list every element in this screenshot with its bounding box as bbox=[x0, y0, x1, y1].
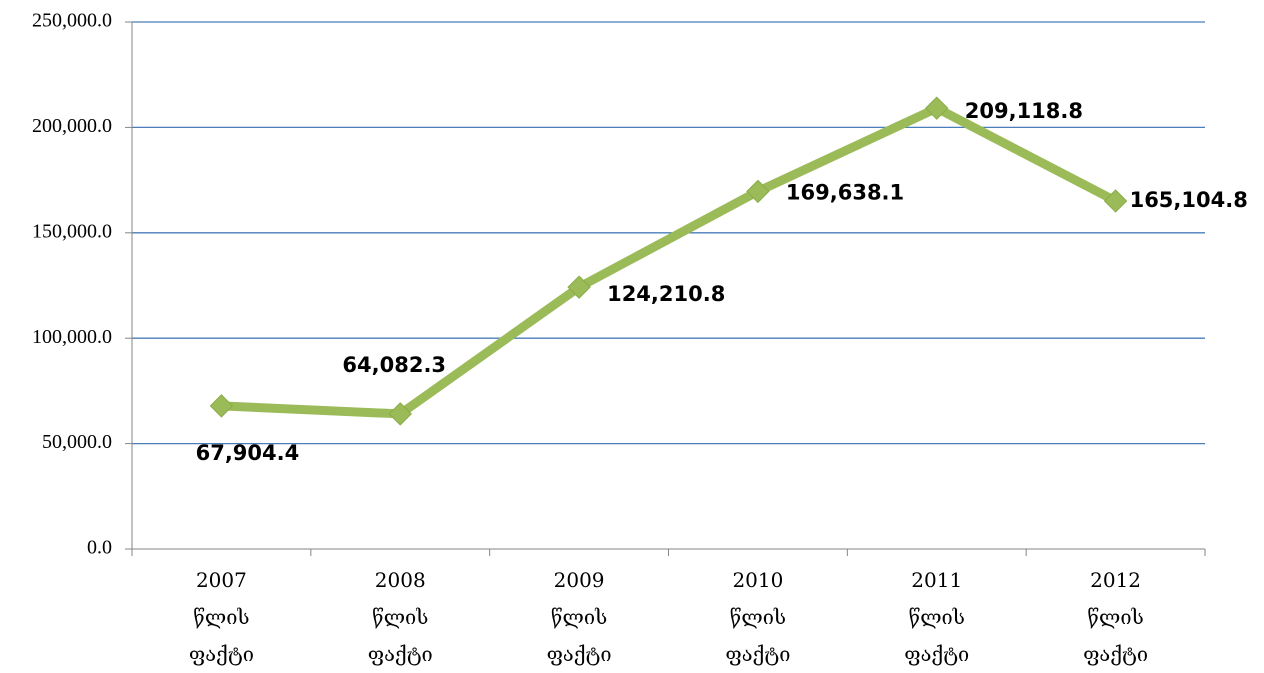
y-tick-label: 50,000.0 bbox=[42, 431, 112, 453]
data-label: 169,638.1 bbox=[786, 180, 904, 204]
y-tick-label: 250,000.0 bbox=[32, 10, 112, 32]
data-label: 124,210.8 bbox=[607, 282, 725, 306]
data-point bbox=[209, 394, 234, 418]
data-label: 209,118.8 bbox=[965, 99, 1083, 123]
x-tick-label: 2009 წლის ფაქტი bbox=[546, 568, 612, 666]
x-tick-label: 2007 წლის ფაქტი bbox=[188, 568, 254, 666]
data-label: 67,904.4 bbox=[196, 441, 300, 465]
x-tick-label: 2011 წლის ფაქტი bbox=[904, 568, 970, 666]
data-point bbox=[925, 96, 949, 120]
y-tick-label: 100,000.0 bbox=[32, 326, 112, 348]
data-point bbox=[1103, 189, 1128, 213]
y-tick-label: 0.0 bbox=[87, 537, 112, 559]
data-point bbox=[746, 179, 770, 204]
x-tick-label: 2008 წლის ფაქტი bbox=[367, 568, 433, 666]
x-tick-label: 2010 წლის ფაქტი bbox=[725, 568, 791, 666]
y-tick-label: 150,000.0 bbox=[32, 220, 112, 242]
data-point bbox=[388, 402, 412, 426]
data-label: 64,082.3 bbox=[342, 353, 446, 377]
data-point bbox=[567, 275, 591, 299]
x-tick-label: 2012 წლის ფაქტი bbox=[1083, 568, 1149, 666]
data-line bbox=[221, 103, 1118, 419]
data-label: 165,104.8 bbox=[1130, 188, 1248, 212]
y-tick-label: 200,000.0 bbox=[32, 115, 112, 137]
